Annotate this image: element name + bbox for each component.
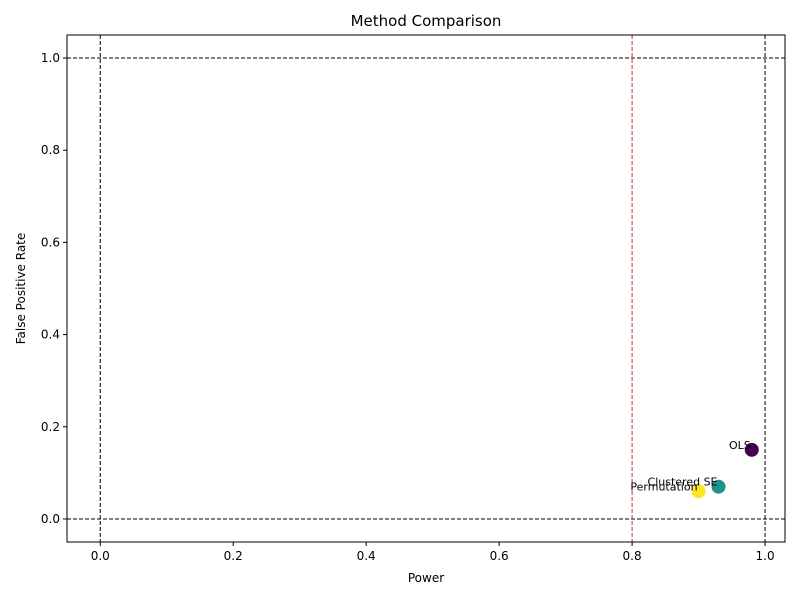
x-tick-label-4: 0.8 (623, 549, 642, 563)
reference-lines (67, 35, 785, 542)
data-point-1 (711, 479, 726, 494)
chart-title: Method Comparison (351, 12, 502, 30)
x-tick-label-2: 0.4 (357, 549, 376, 563)
x-tick-label-1: 0.2 (224, 549, 243, 563)
y-tick-label-5: 1.0 (41, 51, 60, 65)
x-tick-label-0: 0.0 (91, 549, 110, 563)
point-label-1: Clustered SE (648, 476, 718, 489)
y-tick-label-4: 0.8 (41, 143, 60, 157)
y-tick-label-3: 0.6 (41, 235, 60, 249)
y-axis-label: False Positive Rate (14, 233, 28, 345)
data-point-2 (691, 484, 706, 499)
data-point-0 (744, 442, 759, 457)
y-axis-ticks: 0.0 0.2 0.4 0.6 0.8 1.0 (41, 51, 67, 526)
x-tick-label-3: 0.6 (490, 549, 509, 563)
plot-frame (66, 34, 786, 543)
y-tick-label-0: 0.0 (41, 512, 60, 526)
x-axis-ticks: 0.0 0.2 0.4 0.6 0.8 1.0 (91, 542, 775, 563)
x-axis-label: Power (408, 571, 444, 585)
x-tick-label-5: 1.0 (756, 549, 775, 563)
data-points (691, 442, 759, 499)
y-tick-label-2: 0.4 (41, 328, 60, 342)
point-label-2: Permutation (630, 480, 697, 493)
y-tick-label-1: 0.2 (41, 420, 60, 434)
point-label-0: OLS (729, 439, 751, 452)
